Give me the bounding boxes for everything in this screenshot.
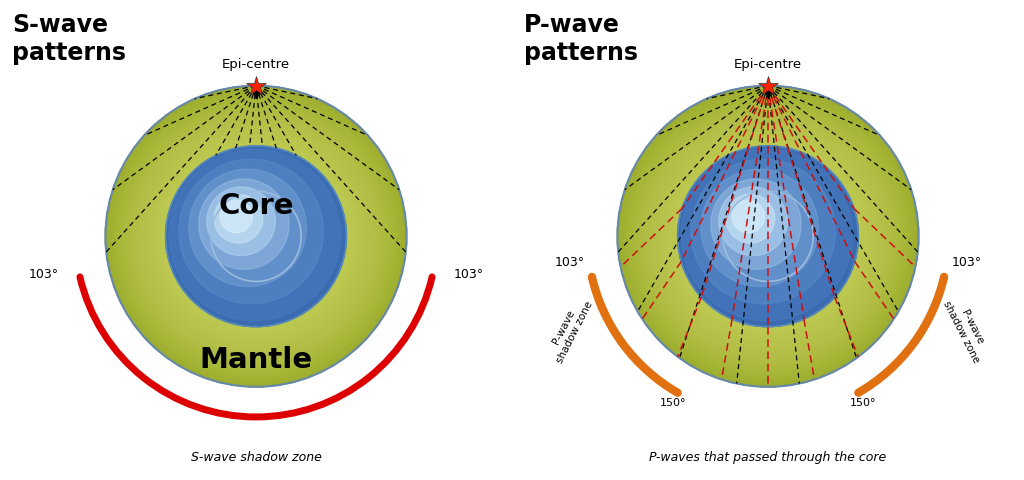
Circle shape — [188, 169, 306, 287]
Text: Epi-centre: Epi-centre — [222, 58, 290, 71]
Circle shape — [726, 194, 775, 243]
Circle shape — [207, 187, 275, 256]
Circle shape — [214, 194, 263, 243]
Circle shape — [166, 146, 346, 326]
Text: S-wave
patterns: S-wave patterns — [12, 13, 126, 65]
Text: P-waves that passed through the core: P-waves that passed through the core — [649, 451, 887, 464]
Text: S-wave shadow zone: S-wave shadow zone — [190, 451, 322, 464]
Circle shape — [678, 146, 858, 326]
Circle shape — [691, 159, 836, 304]
Circle shape — [719, 187, 787, 256]
Circle shape — [169, 149, 341, 321]
Text: 103°: 103° — [951, 256, 982, 269]
Circle shape — [199, 179, 289, 269]
Text: 150°: 150° — [659, 397, 686, 408]
Text: 150°: 150° — [850, 397, 877, 408]
Circle shape — [105, 85, 407, 387]
Circle shape — [617, 85, 919, 387]
Circle shape — [732, 200, 765, 233]
Circle shape — [711, 179, 801, 269]
Circle shape — [681, 149, 853, 321]
Text: P-wave
patterns: P-wave patterns — [524, 13, 638, 65]
Text: 103°: 103° — [554, 256, 585, 269]
Text: P-wave
shadow zone: P-wave shadow zone — [941, 294, 992, 365]
Text: 103°: 103° — [454, 268, 483, 281]
Circle shape — [220, 200, 253, 233]
Text: P-wave
shadow zone: P-wave shadow zone — [544, 294, 595, 365]
Text: 103°: 103° — [29, 268, 58, 281]
Circle shape — [700, 169, 818, 287]
Text: Core: Core — [218, 192, 294, 220]
Circle shape — [179, 159, 324, 304]
Text: Mantle: Mantle — [200, 346, 312, 374]
Text: Epi-centre: Epi-centre — [734, 58, 802, 71]
